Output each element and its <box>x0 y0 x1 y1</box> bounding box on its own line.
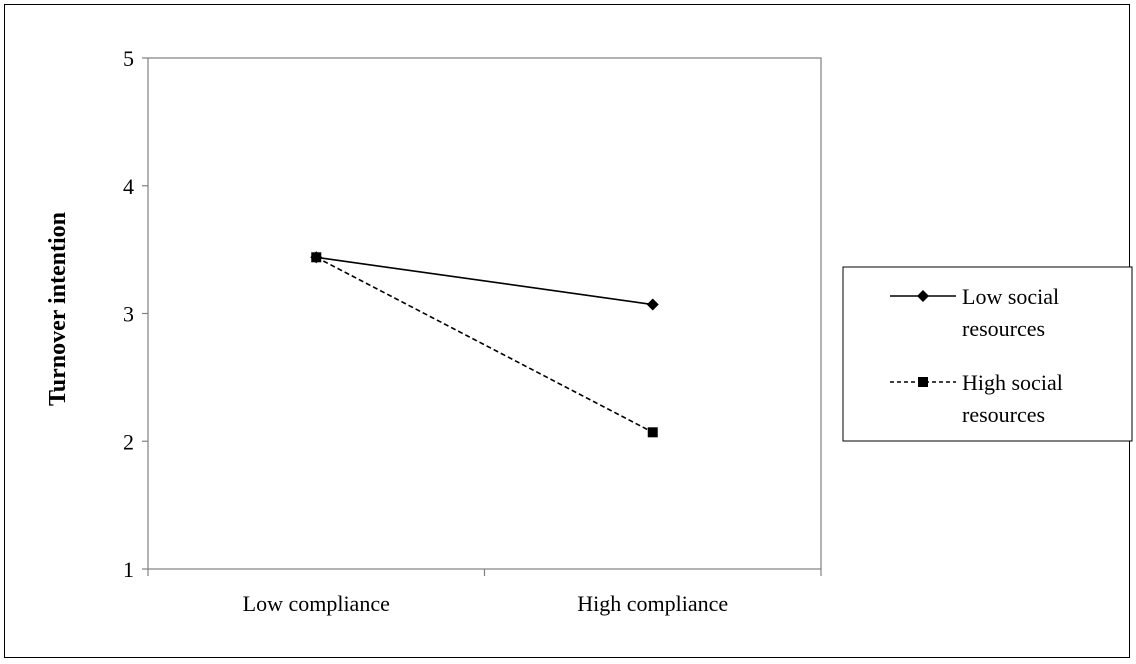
legend-label-low-social-resources-line2: resources <box>962 316 1045 341</box>
y-tick-label: 5 <box>123 46 134 71</box>
y-tick-label: 4 <box>123 174 134 199</box>
y-axis-title: Turnover intention <box>45 212 71 406</box>
legend-marker-square <box>918 377 928 387</box>
x-tick-label: High compliance <box>577 591 728 616</box>
legend-label-low-social-resources-line1: Low social <box>962 284 1059 309</box>
y-axis: 1 2 3 4 5 <box>123 46 148 582</box>
legend: Low social resources High social resourc… <box>842 266 1133 442</box>
y-tick-label: 2 <box>123 429 134 454</box>
data-point-high-social-resources <box>311 252 322 263</box>
y-tick-label: 3 <box>123 302 134 327</box>
legend-box <box>842 266 1133 442</box>
plot-area <box>147 57 822 570</box>
series-layer <box>310 251 659 438</box>
legend-label-high-social-resources-line2: resources <box>962 402 1045 427</box>
legend-item-high-social-resources: High social resources <box>890 370 1063 427</box>
legend-marker-diamond <box>917 290 929 302</box>
x-axis: Low compliance High compliance <box>147 569 822 616</box>
series-line-high-social-resources <box>315 256 654 434</box>
legend-label-high-social-resources-line1: High social <box>962 370 1063 395</box>
series-line-low-social-resources <box>316 256 653 306</box>
x-tick-label: Low compliance <box>243 591 390 616</box>
data-point-high-social-resources <box>647 427 658 438</box>
y-tick-label: 1 <box>123 557 134 582</box>
legend-item-low-social-resources: Low social resources <box>890 284 1059 341</box>
data-point-low-social-resources <box>646 298 659 311</box>
